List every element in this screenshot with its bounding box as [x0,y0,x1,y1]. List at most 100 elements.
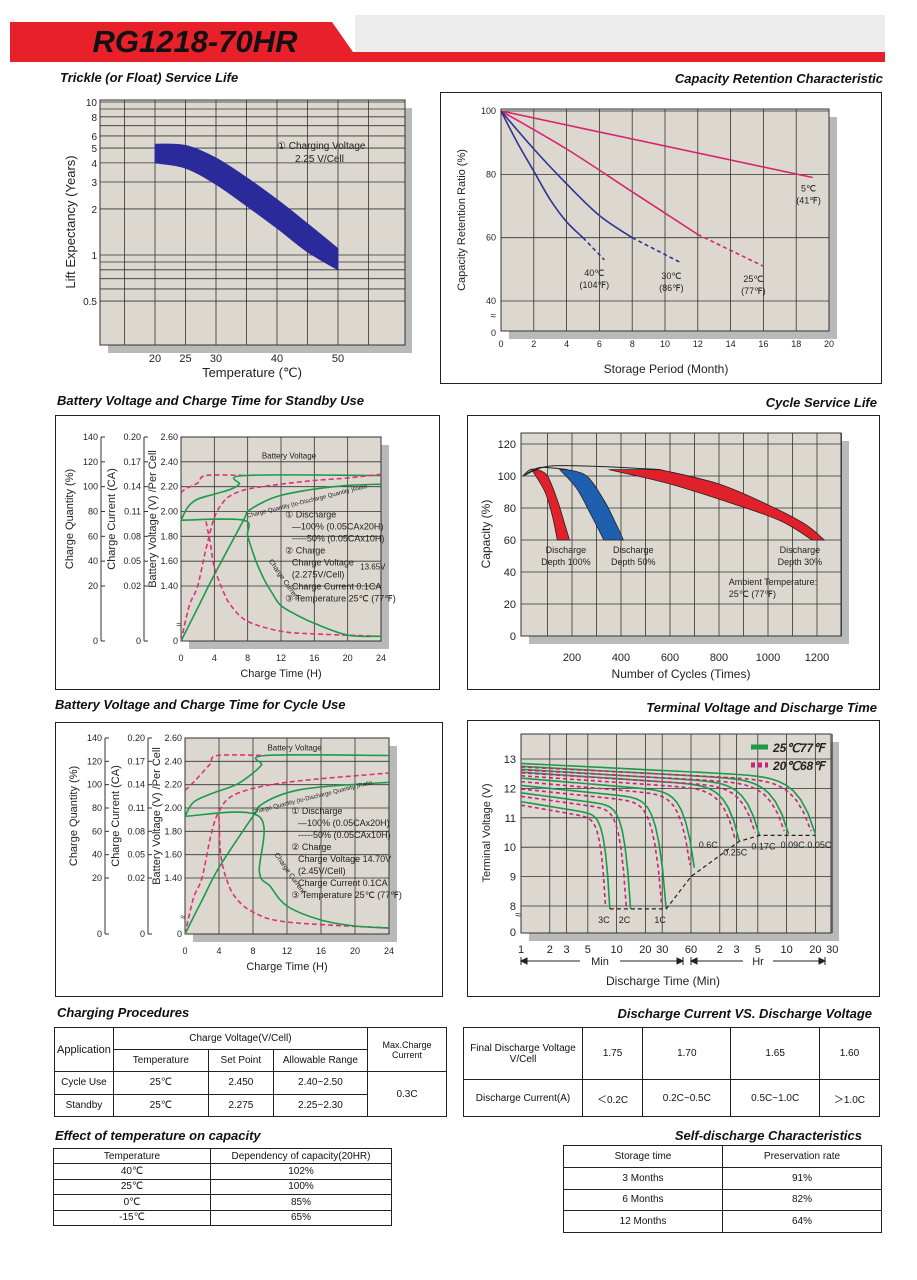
tick-label: 100 [481,106,496,116]
cell-current: ＞1.0C [818,1079,881,1117]
cell: Standby [54,1093,114,1117]
tick-label: 3 [734,944,740,956]
header-preservation: Preservation rate [722,1145,882,1168]
series-label: Discharge [546,545,587,555]
rate-label: 0.25C [723,847,748,857]
self-discharge-title: Self-discharge Characteristics [674,1128,862,1143]
tick-label: 0.17 [127,756,145,766]
cell: 25℃ [112,1071,209,1095]
tick-label: 0 [97,929,102,939]
x-axis-title: Number of Cycles (Times) [612,667,751,681]
series-line-2 [180,518,382,638]
curve-25c-1C [520,784,667,910]
tick-label: 0 [140,929,145,939]
curve-20c-0.6C [520,780,691,865]
tick-label: 60 [685,944,697,956]
tick-label: 140 [87,733,102,743]
x-axis-title: Charge Time (H) [246,961,327,973]
tick-label: 10 [86,98,98,109]
standby-charge-chart: 1401201008060402000.200.170.140.110.080.… [55,415,440,690]
tick-label: 4 [216,946,221,956]
tick-label: 2.40 [160,457,178,467]
annotation-text: Ambient Temperature: [729,577,817,587]
annotation-text: ③ Temperature 25℃ (77℉) [291,890,402,900]
tick-label: 0.08 [127,826,145,836]
cycle-charge-chart: 1401201008060402000.200.170.140.110.080.… [55,722,443,997]
series-dashed-2 [631,236,682,264]
tick-label: 2.60 [160,432,178,442]
plot-area [99,99,406,346]
tick-label: 2.20 [160,482,178,492]
header-final-voltage: Final Discharge Voltage V/Cell [463,1026,583,1081]
series-line-1 [180,483,382,642]
tick-label: 30 [210,353,222,365]
depth-region-0 [532,469,571,541]
tick-label: 20 [92,873,102,883]
axis-title: Lift Expectancy (Years) [63,155,78,288]
tick-label: 120 [87,756,102,766]
tick-label: 0 [510,631,516,643]
tick-label: 0.17 [123,457,141,467]
header-charge-voltage: Charge Voltage(V/Cell) [112,1027,369,1050]
tick-label: 0.05 [127,850,145,860]
tick-label: 8 [630,339,635,349]
series-dashed-1 [184,772,390,935]
cell: 25℃ [112,1093,209,1117]
rate-label: 0.05C [807,840,832,850]
tick-label: 12 [693,339,703,349]
cell: 12 Months [563,1210,723,1233]
tick-label: 20 [824,339,834,349]
header-accent-line [340,52,885,62]
series-label: 25℃ [743,274,763,284]
curve-20c-2C [520,795,627,907]
curve-25c-3C [520,800,611,909]
axis-title: Charge Quantity (%) [68,766,80,866]
axis-title: Capacity Retention Ratio (%) [456,149,468,291]
tick-label: 6 [597,339,602,349]
tick-label: 1.80 [160,531,178,541]
legend-label: 20℃68℉ [772,759,827,773]
tick-label: 0.05 [123,556,141,566]
tick-label: 25 [179,353,191,365]
envelope-line-2 [522,465,661,477]
curve-20c-0.09C [520,769,785,832]
annotation-text: ① Discharge [285,510,336,520]
series-label: (41℉) [796,196,821,206]
axis-break-icon: ≈ [177,619,182,629]
annotation-text: (2.45V/Cell) [298,866,346,876]
tick-label: 3 [564,944,570,956]
header-storage-time: Storage time [563,1145,723,1168]
cell: 25℃ [53,1178,211,1196]
cell: 64% [722,1210,882,1233]
cell: 91% [722,1166,882,1190]
rate-label: 1C [654,915,666,925]
service-life-band [154,143,339,271]
tick-label: 2.20 [164,780,182,790]
header-range: Allowable Range [272,1049,369,1072]
annotation-text: —100% (0.05CAx20H) [292,522,384,532]
header-set-point: Set Point [207,1049,274,1072]
tick-label: 10 [504,842,516,854]
label-bg [580,953,620,967]
tick-label: 2.00 [160,507,178,517]
tick-label: 0 [510,927,516,939]
axis-break-icon: ≈ [181,912,186,922]
tick-label: 100 [87,780,102,790]
x-axis-title: Storage Period (Month) [604,362,729,376]
series-line-1 [184,781,390,935]
charging-title: Charging Procedures [57,1005,190,1020]
plot-area [520,733,832,934]
cycle-life-chart: 200 400 600 800 1000 1200 0 20 40 60 80 100 120 Disch… [467,415,880,690]
tick-label: 12 [504,783,516,795]
tick-label: 10 [660,339,670,349]
tick-label: 20 [639,944,651,956]
cell: 3 Months [563,1166,723,1190]
curve-20c-0.25C [520,774,736,839]
discharge-title: Discharge Current VS. Discharge Voltage [617,1006,872,1021]
axis-title: Charge Current (CA) [110,765,122,866]
annotation-text: —100% (0.05CAx20H) [298,818,390,828]
tick-label: 20 [504,599,516,611]
curve-25c-0.05C [520,762,817,835]
tick-label: 1.40 [160,581,178,591]
